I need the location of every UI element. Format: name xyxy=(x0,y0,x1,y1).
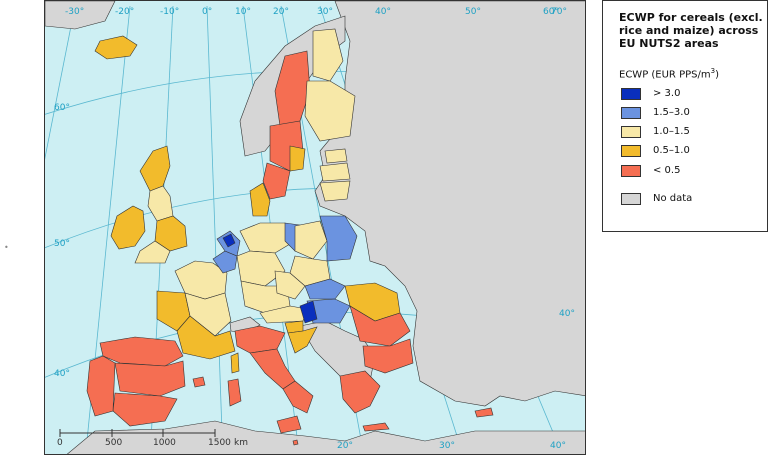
italy-south-region xyxy=(282,380,314,414)
scale-unit: km xyxy=(234,438,248,448)
malta-region xyxy=(292,439,299,446)
lon-bottom-label-20: 20° xyxy=(337,441,353,451)
lon-label-m20: -20° xyxy=(115,7,135,17)
legend-label-nodata: No data xyxy=(653,193,693,204)
legend-swatch-lt0-5 xyxy=(621,165,641,177)
sicily-region xyxy=(276,415,302,434)
lat-label-60: 60° xyxy=(54,103,70,113)
lon-label-0: 0° xyxy=(202,7,213,17)
romania-south-region xyxy=(349,305,411,347)
hungary-high-region xyxy=(299,300,318,324)
lat-label-50: 50° xyxy=(54,239,70,249)
estonia-region xyxy=(324,148,348,164)
north-africa-nodata xyxy=(66,420,585,454)
crete-region xyxy=(362,422,390,432)
bulgaria-region xyxy=(362,338,414,374)
legend-unit: ECWP (EUR PPS/m3) xyxy=(619,67,719,80)
legend-title-line-2: rice and maize) across xyxy=(619,24,759,37)
legend-label-0-5-1-0: 0.5–1.0 xyxy=(653,145,690,156)
finland-south-region xyxy=(304,80,356,142)
lon-label-40: 40° xyxy=(375,7,391,17)
croatia-region xyxy=(287,326,318,354)
legend-swatch-1-0-1-5 xyxy=(621,126,641,138)
lon-label-50: 50° xyxy=(465,7,481,17)
denmark-region xyxy=(249,182,271,217)
scale-tick-1000: 1000 xyxy=(153,438,176,448)
balearic-region xyxy=(192,376,206,388)
netherlands-high-region xyxy=(222,233,236,248)
greece-region xyxy=(339,370,381,414)
scale-bar xyxy=(59,429,216,437)
lat-label-40: 40° xyxy=(54,369,70,379)
lon-bottom-label-40: 40° xyxy=(550,441,566,451)
map-panel[interactable]: -30° -20° -10° 0° 10° 20° 30° 40° 50° 60… xyxy=(44,0,586,455)
legend-title-line-1: ECWP for cereals (excl. xyxy=(619,11,763,24)
legend-label-1-5-3-0: 1.5–3.0 xyxy=(653,107,690,118)
spain-north-region xyxy=(99,336,184,367)
legend-swatch-0-5-1-0 xyxy=(621,145,641,157)
lon-label-20: 20° xyxy=(273,7,289,17)
lon-label-m10: -10° xyxy=(160,7,180,17)
czech-region xyxy=(274,270,306,300)
graticule-lon-0 xyxy=(206,5,224,454)
side-mark: • xyxy=(4,243,9,252)
legend-label-gt3: > 3.0 xyxy=(653,88,681,99)
uk-north-region xyxy=(147,185,174,222)
lon-label-60: 60° xyxy=(543,7,559,17)
legend-swatch-nodata xyxy=(621,193,641,205)
legend-label-lt0-5: < 0.5 xyxy=(653,165,681,176)
legend-label-1-0-1-5: 1.0–1.5 xyxy=(653,126,690,137)
ireland-region xyxy=(110,205,146,250)
legend-swatch-gt3 xyxy=(621,88,641,100)
spain-south-region xyxy=(112,392,178,427)
lat-right-label-40: 40° xyxy=(559,309,575,319)
legend-unit-sup: 3 xyxy=(710,67,716,75)
europe-map xyxy=(45,1,585,454)
scale-tick-500: 500 xyxy=(105,438,123,448)
legend-unit-suffix: ) xyxy=(715,69,719,81)
lon-label-30: 30° xyxy=(317,7,333,17)
spain-center-region xyxy=(114,360,186,397)
sardinia-region xyxy=(227,378,242,407)
finland-north-region xyxy=(312,28,344,82)
legend-unit-prefix: ECWP (EUR PPS/m xyxy=(619,69,711,81)
belgium-region xyxy=(212,250,238,274)
slovakia-region xyxy=(304,278,346,300)
legend-title-line-3: EU NUTS2 areas xyxy=(619,37,719,50)
poland-east-region xyxy=(319,215,358,262)
uk-southwest-region xyxy=(134,240,171,264)
lon-label-70: 70° xyxy=(551,7,567,17)
portugal-region xyxy=(86,355,116,417)
scotland-region xyxy=(139,145,171,192)
eastern-europe-nodata xyxy=(314,1,585,407)
corsica-region xyxy=(230,352,240,374)
graticule-lon-m30 xyxy=(45,5,76,160)
lithuania-region xyxy=(319,180,351,202)
sweden-south-region xyxy=(262,162,291,200)
lon-label-10: 10° xyxy=(235,7,251,17)
scale-tick-0: 0 xyxy=(57,438,63,448)
legend-panel: ECWP for cereals (excl. rice and maize) … xyxy=(602,0,768,232)
legend-title: ECWP for cereals (excl. rice and maize) … xyxy=(619,11,767,50)
latvia-region xyxy=(319,162,351,182)
cyprus-region xyxy=(474,407,494,418)
legend-swatch-1-5-3-0 xyxy=(621,107,641,119)
scale-tick-1500: 1500 xyxy=(208,438,231,448)
italy-north-region xyxy=(234,325,286,354)
lon-bottom-label-30: 30° xyxy=(439,441,455,451)
greenland-nodata xyxy=(45,1,116,30)
france-south-region xyxy=(176,315,236,360)
sweden-east-region xyxy=(289,145,306,172)
iceland-region xyxy=(94,35,138,60)
lon-label-m30: -30° xyxy=(65,7,85,17)
poland-west-region xyxy=(294,220,328,260)
